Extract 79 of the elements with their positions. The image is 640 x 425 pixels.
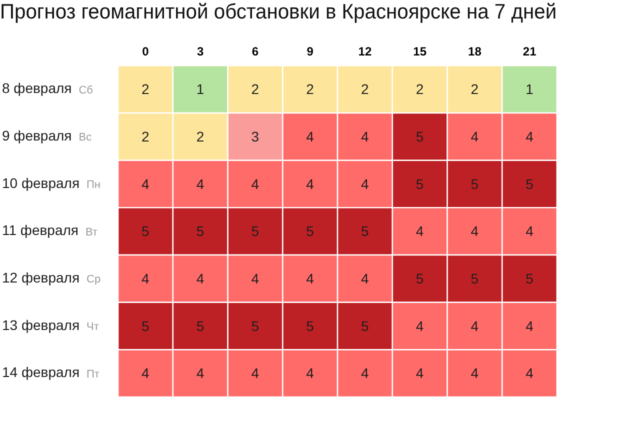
data-label: 2: [251, 81, 260, 98]
x-tick-label: 0: [142, 44, 150, 59]
x-tick-label: 21: [522, 44, 537, 59]
data-label: 4: [142, 365, 150, 382]
data-label: 5: [416, 270, 424, 286]
data-label: 2: [142, 81, 150, 98]
data-label: 5: [251, 318, 260, 334]
data-label: 2: [142, 128, 150, 144]
data-label: 4: [470, 318, 479, 334]
data-label: 4: [470, 365, 479, 382]
data-label: 1: [196, 81, 204, 98]
data-label: 4: [526, 128, 534, 144]
data-label: 4: [196, 365, 204, 382]
data-label: 4: [470, 223, 479, 240]
y-tick-label: 9 февраля: [2, 127, 72, 144]
y-tick-label: 12 февраля: [2, 270, 80, 286]
data-label: 2: [361, 81, 370, 98]
y2-tick-label: Пн: [86, 178, 101, 191]
data-label: 5: [416, 128, 424, 144]
data-label: 4: [361, 270, 370, 286]
data-label: 2: [306, 81, 314, 98]
data-label: 4: [306, 176, 314, 192]
data-label: 5: [361, 318, 370, 334]
data-label: 4: [526, 365, 534, 382]
data-label: 4: [306, 128, 314, 144]
data-label: 4: [361, 128, 370, 144]
data-label: 4: [251, 270, 260, 286]
x-tick-label: 12: [358, 44, 372, 59]
data-label: 4: [251, 365, 260, 382]
data-label: 4: [251, 176, 260, 192]
data-label: 5: [142, 223, 150, 240]
data-label: 5: [142, 318, 150, 334]
data-label: 5: [251, 223, 260, 240]
data-label: 5: [470, 176, 479, 192]
data-label: 4: [526, 223, 534, 240]
data-label: 4: [306, 270, 314, 286]
data-label: 2: [196, 128, 204, 144]
y2-tick-label: Пт: [86, 368, 100, 380]
data-label: 4: [416, 318, 424, 334]
x-tick-label: 18: [468, 44, 482, 59]
data-label: 4: [196, 176, 204, 192]
y-tick-label: 8 февраля: [2, 80, 72, 96]
data-label: 4: [416, 365, 424, 382]
data-label: 4: [142, 176, 150, 192]
data-label: 5: [470, 270, 479, 286]
y2-tick-label: Сб: [78, 84, 93, 96]
data-label: 5: [306, 223, 314, 240]
data-label: 2: [470, 81, 479, 98]
data-label: 4: [142, 270, 150, 286]
y-tick-label: 14 февраля: [2, 364, 80, 380]
y-tick-label: 11 февраля: [2, 222, 78, 238]
data-label: 1: [526, 81, 534, 98]
y-tick-label: 13 февраля: [2, 316, 80, 333]
data-label: 4: [470, 128, 479, 144]
data-label: 5: [196, 318, 204, 334]
x-tick-label: 3: [196, 44, 204, 59]
data-label: 4: [526, 318, 534, 334]
data-label: 5: [361, 223, 370, 240]
x-tick-label: 15: [413, 44, 427, 59]
data-label: 5: [306, 318, 314, 334]
y2-tick-label: Ср: [86, 274, 101, 286]
data-label: 4: [361, 176, 370, 192]
y2-tick-label: Вт: [85, 226, 98, 238]
y2-tick-label: Вс: [78, 132, 92, 144]
x-tick-label: 6: [252, 44, 259, 59]
data-label: 5: [526, 176, 534, 192]
data-label: 5: [526, 270, 534, 286]
data-label: 5: [416, 176, 424, 192]
data-label: 3: [251, 128, 260, 144]
data-label: 4: [306, 365, 314, 382]
chart-title: Прогноз геомагнитной обстановки в Красноярске на 7 дней: [0, 0, 557, 24]
x-tick-label: 9: [306, 44, 314, 59]
data-label: 4: [361, 365, 370, 382]
data-label: 5: [196, 223, 204, 240]
y-tick-label: 10 февраля: [2, 174, 80, 191]
data-label: 4: [196, 270, 204, 286]
data-label: 2: [416, 81, 424, 98]
y2-tick-label: Чт: [86, 321, 99, 334]
data-label: 4: [416, 223, 424, 240]
